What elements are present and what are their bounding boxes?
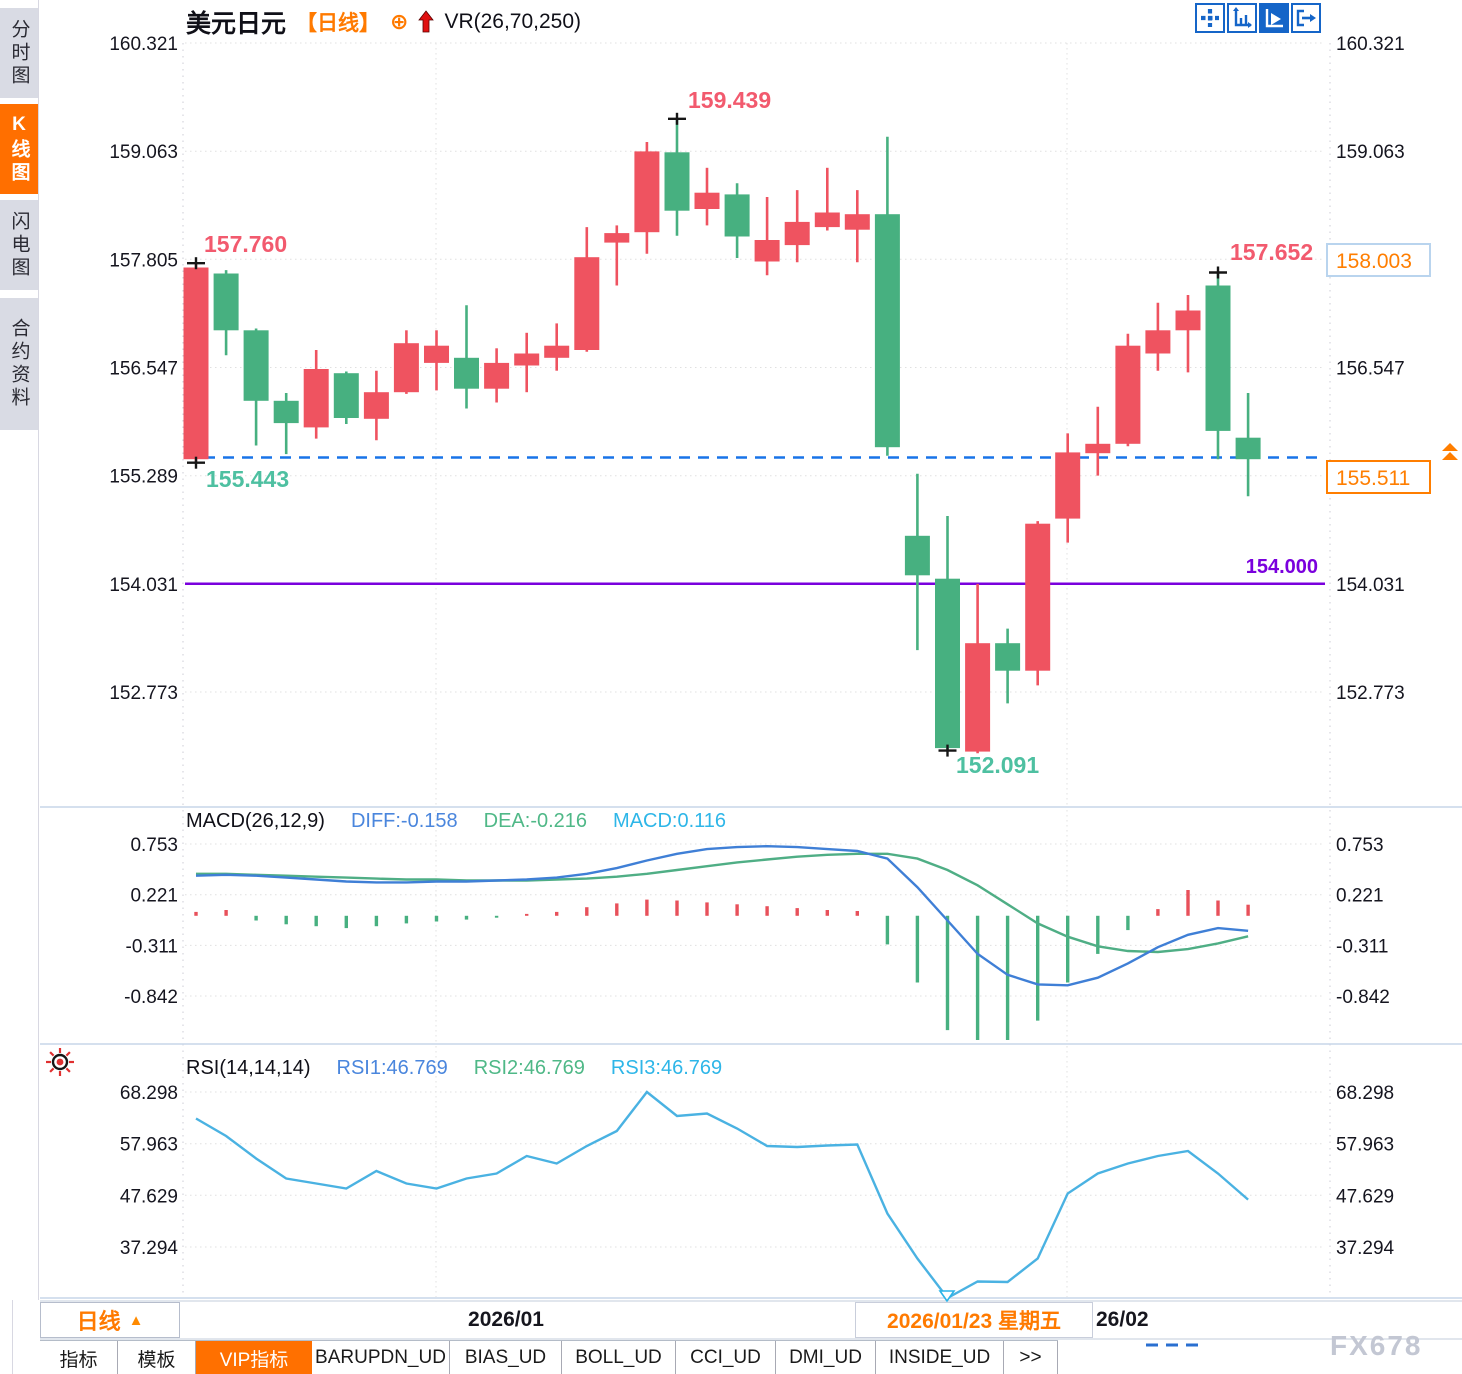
svg-text:159.439: 159.439 [688,87,771,113]
macd-params[interactable]: MACD(26,12,9) [186,810,325,832]
watermark: FX678 [1330,1330,1423,1361]
rsi3-value: RSI3:46.769 [610,1057,723,1079]
svg-text:160.321: 160.321 [109,34,178,55]
svg-text:155.289: 155.289 [109,467,178,488]
svg-text:57.963: 57.963 [1336,1135,1394,1156]
macd-diff-value: DIFF:-0.158 [350,810,458,832]
bottom-tab-0[interactable]: 指标 [40,1341,118,1374]
up-arrow-icon [418,10,435,34]
indicator-tab-bar: 指标 模板 VIP指标 BARUPDN_UD BIAS_UD BOLL_UD CCI_UD D… [40,1340,1058,1374]
indicator-alert-icon[interactable] [44,1046,76,1083]
svg-text:47.629: 47.629 [120,1186,178,1207]
date-label-right: 26/02 [1096,1308,1149,1331]
svg-text:155.511: 155.511 [1336,467,1410,490]
corner-divider [12,1300,13,1374]
svg-text:158.003: 158.003 [1336,250,1412,273]
date-label-left: 2026/01 [468,1308,544,1331]
date-tooltip: 2026/01/23 星期五 [855,1302,1093,1338]
bottom-tab-7[interactable]: DMI_UD [776,1341,876,1374]
bottom-tab-9[interactable]: >> [1004,1341,1058,1374]
bottom-tab-8[interactable]: INSIDE_UD [876,1341,1004,1374]
period-selector[interactable]: 日线 ▲ [40,1302,180,1338]
svg-text:47.629: 47.629 [1336,1186,1394,1207]
svg-text:152.773: 152.773 [1336,683,1405,704]
svg-text:57.963: 57.963 [120,1135,178,1156]
symbol-title: 美元日元 [186,10,287,38]
svg-text:37.294: 37.294 [120,1238,179,1259]
svg-text:154.000: 154.000 [1246,556,1318,578]
svg-text:-0.842: -0.842 [124,987,178,1008]
svg-text:159.063: 159.063 [109,142,178,163]
svg-text:-0.311: -0.311 [1336,936,1388,957]
svg-text:156.547: 156.547 [1336,359,1405,380]
axis-scale-icon[interactable] [1227,3,1257,33]
rsi-params[interactable]: RSI(14,14,14) [186,1057,311,1079]
svg-text:155.443: 155.443 [206,466,289,492]
sidebar-item-1[interactable]: K线图 [0,104,38,194]
svg-text:154.031: 154.031 [109,575,178,596]
svg-text:159.063: 159.063 [1336,142,1405,163]
period-tag[interactable]: 【日线】 [296,12,381,35]
svg-text:156.547: 156.547 [109,359,178,380]
sidebar-item-0[interactable]: 分时图 [0,8,38,98]
sidebar-divider [38,0,39,1300]
svg-text:154.031: 154.031 [1336,575,1405,596]
svg-text:157.805: 157.805 [109,250,178,271]
svg-text:0.221: 0.221 [130,886,178,907]
bottom-tab-2[interactable]: VIP指标 [196,1341,312,1374]
bottom-tab-4[interactable]: BIAS_UD [450,1341,562,1374]
macd-dea-value: DEA:-0.216 [483,810,588,832]
rsi-pane-header: RSI(14,14,14) RSI1:46.769 RSI2:46.769 RS… [186,1057,722,1080]
bottom-tab-3[interactable]: BARUPDN_UD [312,1341,450,1374]
svg-text:0.753: 0.753 [1336,835,1384,856]
svg-text:68.298: 68.298 [1336,1083,1394,1104]
sidebar-item-2[interactable]: 闪电图 [0,200,38,290]
svg-text:152.773: 152.773 [109,683,178,704]
sidebar-item-3[interactable]: 合约资料 [0,298,38,430]
svg-text:0.753: 0.753 [130,835,178,856]
rsi1-value: RSI1:46.769 [336,1057,448,1079]
svg-text:-0.842: -0.842 [1336,987,1390,1008]
svg-text:160.321: 160.321 [1336,34,1405,55]
exit-right-icon[interactable] [1291,3,1321,33]
svg-text:68.298: 68.298 [120,1083,178,1104]
bottom-tab-1[interactable]: 模板 [118,1341,196,1374]
add-indicator-icon[interactable]: ⊕ [390,9,409,34]
vr-indicator-label[interactable]: VR(26,70,250) [444,10,582,33]
period-selector-label: 日线 [76,1309,121,1334]
macd-macd-value: MACD:0.116 [613,810,727,832]
svg-text:157.760: 157.760 [204,231,287,257]
svg-text:0.221: 0.221 [1336,886,1384,907]
svg-text:-0.311: -0.311 [126,936,178,957]
rsi2-value: RSI2:46.769 [473,1057,585,1079]
svg-text:152.091: 152.091 [956,752,1039,778]
chart-header: 美元日元 【日线】 ⊕ VR(26,70,250) [186,4,581,40]
chart-toolbar [1195,3,1321,33]
period-selector-arrow-icon: ▲ [128,1311,144,1329]
bottom-tab-5[interactable]: BOLL_UD [562,1341,676,1374]
play-cursor-icon[interactable] [1259,3,1289,33]
svg-text:157.652: 157.652 [1230,239,1313,265]
macd-pane-header: MACD(26,12,9) DIFF:-0.158 DEA:-0.216 MAC… [186,810,726,833]
bottom-tab-6[interactable]: CCI_UD [676,1341,776,1374]
svg-text:37.294: 37.294 [1336,1238,1395,1259]
crosshair-icon[interactable] [1195,3,1225,33]
